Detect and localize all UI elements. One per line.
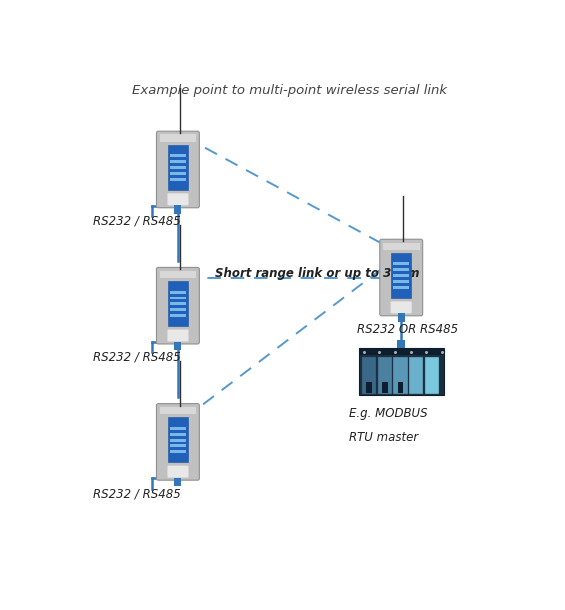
Bar <box>170 427 186 430</box>
Bar <box>382 382 388 393</box>
Bar <box>170 154 186 157</box>
Bar <box>175 342 181 350</box>
Bar <box>378 357 392 393</box>
Bar <box>170 160 186 163</box>
Bar <box>168 417 188 462</box>
Text: Short range link or up to 35km: Short range link or up to 35km <box>215 267 420 280</box>
Bar <box>170 439 186 442</box>
FancyBboxPatch shape <box>380 239 423 316</box>
Bar <box>175 478 181 486</box>
Bar <box>397 340 405 348</box>
Bar <box>362 357 376 393</box>
Bar <box>398 382 403 393</box>
FancyBboxPatch shape <box>157 404 199 480</box>
Bar <box>393 274 409 277</box>
Bar <box>170 432 186 436</box>
Bar <box>383 243 420 250</box>
Bar <box>409 357 423 393</box>
Bar <box>170 445 186 447</box>
Bar <box>168 281 188 326</box>
Bar <box>170 178 186 181</box>
Text: RS232 / RS485: RS232 / RS485 <box>93 487 180 500</box>
Bar <box>393 268 409 271</box>
FancyBboxPatch shape <box>167 329 189 342</box>
FancyBboxPatch shape <box>390 301 412 314</box>
Bar <box>159 407 196 414</box>
Bar <box>170 450 186 453</box>
Bar <box>168 145 188 190</box>
Bar <box>170 308 186 311</box>
Bar <box>170 296 186 300</box>
Bar <box>425 357 439 393</box>
Text: RS232 / RS485: RS232 / RS485 <box>93 215 180 228</box>
Bar <box>359 348 444 395</box>
Bar <box>170 303 186 306</box>
Bar <box>170 314 186 317</box>
FancyBboxPatch shape <box>157 267 199 344</box>
Bar <box>393 280 409 283</box>
Text: RTU master: RTU master <box>349 431 418 444</box>
Bar <box>398 314 405 322</box>
Bar <box>393 286 409 289</box>
Bar <box>170 290 186 293</box>
Bar <box>170 172 186 175</box>
Bar <box>393 262 409 265</box>
Bar <box>392 253 411 298</box>
Bar <box>175 206 181 214</box>
FancyBboxPatch shape <box>167 465 189 478</box>
Text: RS232 / RS485: RS232 / RS485 <box>93 351 180 364</box>
Bar <box>393 357 408 393</box>
Text: Example point to multi-point wireless serial link: Example point to multi-point wireless se… <box>132 84 447 96</box>
Bar <box>170 166 186 169</box>
Text: RS232 OR RS485: RS232 OR RS485 <box>358 323 459 336</box>
Bar <box>367 382 372 393</box>
Bar <box>159 134 196 142</box>
Bar <box>359 348 444 356</box>
Text: E.g. MODBUS: E.g. MODBUS <box>349 407 427 420</box>
FancyBboxPatch shape <box>157 131 199 208</box>
Bar <box>159 271 196 278</box>
FancyBboxPatch shape <box>167 193 189 206</box>
